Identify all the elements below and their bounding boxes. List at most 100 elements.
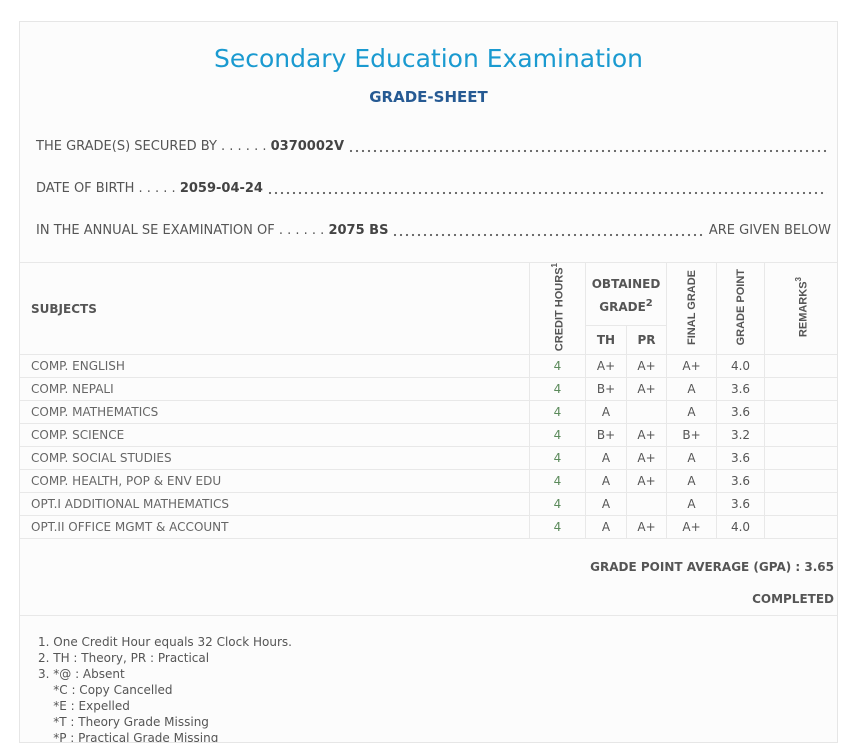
notes: 1. One Credit Hour equals 32 Clock Hours… bbox=[20, 615, 837, 743]
dob-label: DATE OF BIRTH . . . . . bbox=[36, 181, 176, 196]
exam-year: 2075 BS bbox=[328, 223, 389, 238]
result-status: COMPLETED bbox=[752, 592, 834, 607]
cell-remarks bbox=[764, 515, 837, 540]
cell-final: A bbox=[666, 377, 717, 402]
header-remarks: REMARKS3 bbox=[764, 261, 837, 356]
cell-final: A bbox=[666, 469, 717, 494]
note: 1. One Credit Hour equals 32 Clock Hours… bbox=[38, 635, 292, 650]
note: *C : Copy Cancelled bbox=[38, 683, 173, 698]
header-credit-footnote: 1 bbox=[550, 263, 560, 268]
cell-pr: A+ bbox=[626, 377, 667, 402]
header-final: FINAL GRADE bbox=[666, 261, 717, 356]
cell-remarks bbox=[764, 354, 837, 379]
dotted-leader bbox=[348, 140, 827, 154]
cell-pr bbox=[626, 492, 667, 517]
table-row: COMP. MATHEMATICS 4 A A 3.6 bbox=[20, 400, 837, 425]
header-obtained-footnote: 2 bbox=[645, 297, 653, 309]
cell-pr: A+ bbox=[626, 515, 667, 540]
cell-gp: 3.6 bbox=[716, 469, 765, 494]
cell-subject: OPT.II OFFICE MGMT & ACCOUNT bbox=[20, 515, 530, 540]
header-grade-point: GRADE POINT bbox=[716, 261, 765, 356]
note: *T : Theory Grade Missing bbox=[38, 715, 209, 730]
cell-remarks bbox=[764, 423, 837, 448]
header-remarks-label: REMARKS bbox=[797, 281, 810, 338]
cell-credit: 4 bbox=[529, 492, 586, 517]
grade-sheet: Secondary Education Examination GRADE-SH… bbox=[19, 21, 838, 743]
cell-pr: A+ bbox=[626, 423, 667, 448]
cell-gp: 3.6 bbox=[716, 377, 765, 402]
dob-line: DATE OF BIRTH . . . . . 2059-04-24 bbox=[36, 168, 831, 210]
cell-subject: COMP. SOCIAL STUDIES bbox=[20, 446, 530, 471]
cell-th: B+ bbox=[585, 377, 627, 402]
table-row: COMP. NEPALI 4 B+ A+ A 3.6 bbox=[20, 377, 837, 402]
cell-remarks bbox=[764, 492, 837, 517]
table-row: OPT.I ADDITIONAL MATHEMATICS 4 A A 3.6 bbox=[20, 492, 837, 517]
cell-subject: COMP. HEALTH, POP & ENV EDU bbox=[20, 469, 530, 494]
cell-remarks bbox=[764, 446, 837, 471]
cell-th: A bbox=[585, 400, 627, 425]
cell-gp: 3.6 bbox=[716, 492, 765, 517]
cell-subject: COMP. SCIENCE bbox=[20, 423, 530, 448]
note: 2. TH : Theory, PR : Practical bbox=[38, 651, 210, 666]
cell-credit: 4 bbox=[529, 515, 586, 540]
cell-final: A bbox=[666, 446, 717, 471]
cell-final: A+ bbox=[666, 515, 717, 540]
note: *E : Expelled bbox=[38, 699, 130, 714]
cell-pr: A+ bbox=[626, 469, 667, 494]
header-pr: PR bbox=[626, 324, 667, 356]
header-th: TH bbox=[585, 324, 627, 356]
note: 3. *@ : Absent bbox=[38, 667, 125, 682]
table-row: OPT.II OFFICE MGMT & ACCOUNT 4 A A+ A+ 4.0 bbox=[20, 515, 837, 540]
cell-gp: 4.0 bbox=[716, 515, 765, 540]
dotted-leader bbox=[266, 182, 827, 196]
page-subtitle: GRADE-SHEET bbox=[369, 88, 488, 106]
cell-remarks bbox=[764, 469, 837, 494]
cell-gp: 3.6 bbox=[716, 446, 765, 471]
table-row: COMP. SOCIAL STUDIES 4 A A+ A 3.6 bbox=[20, 446, 837, 471]
exam-label: IN THE ANNUAL SE EXAMINATION OF . . . . … bbox=[36, 223, 325, 238]
header-credit-label: CREDIT HOURS bbox=[553, 267, 566, 352]
page-title: Secondary Education Examination bbox=[213, 44, 644, 73]
gpa: GRADE POINT AVERAGE (GPA) : 3.65 bbox=[590, 560, 834, 575]
grades-table: SUBJECTS CREDIT HOURS1 OBTAINED GRADE2 F… bbox=[20, 261, 837, 540]
cell-credit: 4 bbox=[529, 377, 586, 402]
cell-credit: 4 bbox=[529, 423, 586, 448]
cell-th: A bbox=[585, 469, 627, 494]
exam-suffix: ARE GIVEN BELOW bbox=[708, 223, 831, 238]
cell-subject: COMP. NEPALI bbox=[20, 377, 530, 402]
cell-gp: 4.0 bbox=[716, 354, 765, 379]
exam-line: IN THE ANNUAL SE EXAMINATION OF . . . . … bbox=[36, 210, 831, 252]
table-row: COMP. SCIENCE 4 B+ A+ B+ 3.2 bbox=[20, 423, 837, 448]
cell-pr bbox=[626, 400, 667, 425]
cell-final: A bbox=[666, 492, 717, 517]
cell-pr: A+ bbox=[626, 354, 667, 379]
cell-subject: COMP. ENGLISH bbox=[20, 354, 530, 379]
cell-th: B+ bbox=[585, 423, 627, 448]
cell-final: A bbox=[666, 400, 717, 425]
symbol-number: 0370002V bbox=[270, 139, 345, 154]
header-remarks-footnote: 3 bbox=[793, 277, 803, 282]
table-row: COMP. ENGLISH 4 A+ A+ A+ 4.0 bbox=[20, 354, 837, 379]
cell-pr: A+ bbox=[626, 446, 667, 471]
cell-th: A bbox=[585, 515, 627, 540]
cell-subject: COMP. MATHEMATICS bbox=[20, 400, 530, 425]
header-obtained-label: OBTAINED GRADE bbox=[591, 276, 661, 314]
dotted-leader bbox=[392, 224, 705, 238]
table-row: COMP. HEALTH, POP & ENV EDU 4 A A+ A 3.6 bbox=[20, 469, 837, 494]
student-info: THE GRADE(S) SECURED BY . . . . . . 0370… bbox=[20, 126, 837, 252]
cell-credit: 4 bbox=[529, 446, 586, 471]
cell-subject: OPT.I ADDITIONAL MATHEMATICS bbox=[20, 492, 530, 517]
secured-label: THE GRADE(S) SECURED BY . . . . . . bbox=[36, 139, 267, 154]
cell-final: B+ bbox=[666, 423, 717, 448]
header-obtained: OBTAINED GRADE2 bbox=[585, 262, 667, 326]
header-credit: CREDIT HOURS1 bbox=[529, 261, 586, 356]
cell-gp: 3.2 bbox=[716, 423, 765, 448]
cell-credit: 4 bbox=[529, 354, 586, 379]
cell-gp: 3.6 bbox=[716, 400, 765, 425]
header-subjects: SUBJECTS bbox=[20, 261, 530, 356]
cell-th: A bbox=[585, 446, 627, 471]
cell-credit: 4 bbox=[529, 469, 586, 494]
cell-remarks bbox=[764, 400, 837, 425]
note: *P : Practical Grade Missing bbox=[38, 731, 219, 743]
cell-th: A+ bbox=[585, 354, 627, 379]
